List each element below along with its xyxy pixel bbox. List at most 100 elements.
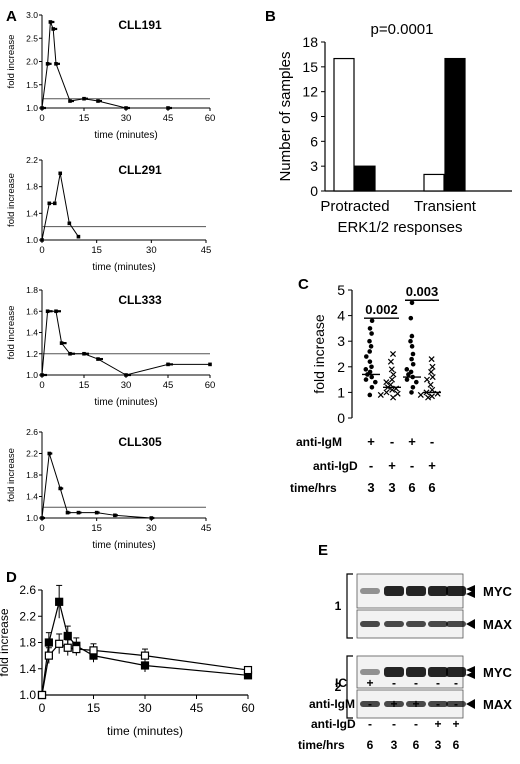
band-label: MAX bbox=[483, 697, 512, 712]
chart-title: CLL291 bbox=[118, 163, 162, 177]
blot-band bbox=[360, 701, 380, 707]
data-point bbox=[76, 510, 81, 515]
anti-igd-sign: - bbox=[369, 458, 373, 473]
data-point bbox=[140, 661, 150, 670]
band-arrow bbox=[466, 671, 475, 679]
x-tick-label: 15 bbox=[91, 523, 102, 534]
x-tick-label: 15 bbox=[79, 113, 90, 124]
y-tick-label: 2.2 bbox=[26, 155, 38, 165]
x-axis-label: time (minutes) bbox=[94, 130, 157, 141]
panel-label-d: D bbox=[6, 569, 17, 586]
data-point bbox=[40, 373, 44, 377]
data-point bbox=[406, 372, 411, 377]
x-axis-label: time (minutes) bbox=[107, 724, 183, 738]
y-tick-label: 2.2 bbox=[26, 449, 38, 459]
data-point bbox=[369, 374, 375, 380]
data-point bbox=[408, 338, 413, 344]
y-tick-label: 2.6 bbox=[26, 427, 38, 437]
data-point bbox=[364, 354, 369, 359]
row-label: anti-IgD bbox=[313, 459, 358, 473]
y-axis-label: fold increase bbox=[6, 173, 17, 227]
y-axis-label: fold increase bbox=[0, 608, 11, 676]
x-tick-label: 60 bbox=[205, 380, 216, 391]
data-point bbox=[409, 390, 414, 395]
y-tick-label: 1.8 bbox=[26, 285, 38, 295]
significance-label: 0.003 bbox=[406, 284, 439, 299]
data-point bbox=[208, 362, 212, 367]
y-tick-label: 2.5 bbox=[26, 33, 38, 43]
data-point bbox=[429, 386, 436, 393]
data-line bbox=[41, 173, 79, 241]
data-point bbox=[428, 368, 435, 375]
data-point bbox=[369, 331, 374, 336]
blot-band bbox=[446, 667, 466, 677]
data-line bbox=[41, 310, 210, 376]
y-axis-label: fold increase bbox=[311, 314, 327, 394]
y-tick-label: 1.0 bbox=[26, 513, 38, 523]
band-label: MAX bbox=[483, 617, 512, 632]
data-point bbox=[65, 510, 70, 515]
data-point bbox=[377, 391, 384, 398]
y-tick-label: 1.0 bbox=[19, 688, 36, 702]
blot-band bbox=[360, 588, 380, 594]
blot-band bbox=[406, 701, 426, 707]
panel-label-a: A bbox=[6, 8, 17, 25]
data-point bbox=[140, 651, 150, 660]
y-tick-label: 1.4 bbox=[19, 662, 36, 676]
data-point bbox=[429, 363, 436, 370]
bar bbox=[354, 165, 376, 192]
data-point bbox=[149, 516, 154, 520]
data-point bbox=[54, 309, 58, 314]
data-point bbox=[425, 394, 432, 401]
x-tick-label: 0 bbox=[39, 245, 44, 256]
data-point bbox=[389, 350, 397, 358]
data-point bbox=[383, 389, 390, 396]
data-point bbox=[40, 106, 44, 110]
blot-band bbox=[384, 701, 404, 707]
band-arrow bbox=[466, 619, 475, 629]
significance-label: 0.002 bbox=[365, 302, 398, 317]
chart-title: CLL333 bbox=[118, 293, 162, 307]
x-tick-label: 60 bbox=[241, 701, 255, 715]
data-point bbox=[414, 379, 419, 385]
y-tick-label: 3.0 bbox=[26, 10, 38, 20]
group-number: 2 bbox=[335, 680, 342, 694]
data-point bbox=[409, 300, 415, 306]
data-point bbox=[383, 379, 390, 386]
data-point bbox=[410, 351, 416, 357]
data-point bbox=[124, 373, 128, 377]
chart-cll305: 1.0 1.4 1.8 2.2 2.6 0 15 30 45 time (minutes) fold… bbox=[6, 427, 211, 551]
data-point bbox=[409, 356, 414, 362]
row-label: anti-IgM bbox=[296, 435, 342, 449]
anti-igm-sign: + bbox=[367, 434, 375, 449]
blot-band bbox=[428, 586, 448, 596]
x-tick-label: 45 bbox=[163, 113, 174, 124]
y-tick-label: 1.5 bbox=[26, 80, 38, 90]
data-point bbox=[72, 644, 81, 654]
anti-igm-sign: + bbox=[408, 434, 416, 449]
data-point bbox=[52, 201, 57, 206]
anti-igm-sign: - bbox=[390, 434, 394, 449]
chart-cll191: 1.0 1.5 2.0 2.5 3.0 0 15 30 45 60 time (minutes) fo… bbox=[6, 10, 215, 141]
data-point bbox=[113, 513, 117, 518]
lane-value: - bbox=[368, 717, 372, 731]
blot-band bbox=[428, 667, 448, 677]
data-point bbox=[373, 379, 378, 385]
blot-band bbox=[384, 586, 404, 596]
anti-igd-sign: + bbox=[428, 458, 436, 473]
blot-band bbox=[446, 701, 466, 707]
data-point bbox=[363, 367, 369, 372]
data-line bbox=[41, 21, 168, 109]
data-point bbox=[410, 384, 416, 390]
x-tick-label: 45 bbox=[163, 380, 174, 391]
blot-band bbox=[446, 586, 466, 596]
panel-label-e: E bbox=[318, 542, 328, 559]
panel-label-c: C bbox=[298, 276, 309, 293]
data-point bbox=[55, 639, 64, 648]
bar bbox=[333, 57, 355, 192]
lane-value: 6 bbox=[413, 738, 420, 752]
row-label: IC bbox=[335, 676, 347, 690]
